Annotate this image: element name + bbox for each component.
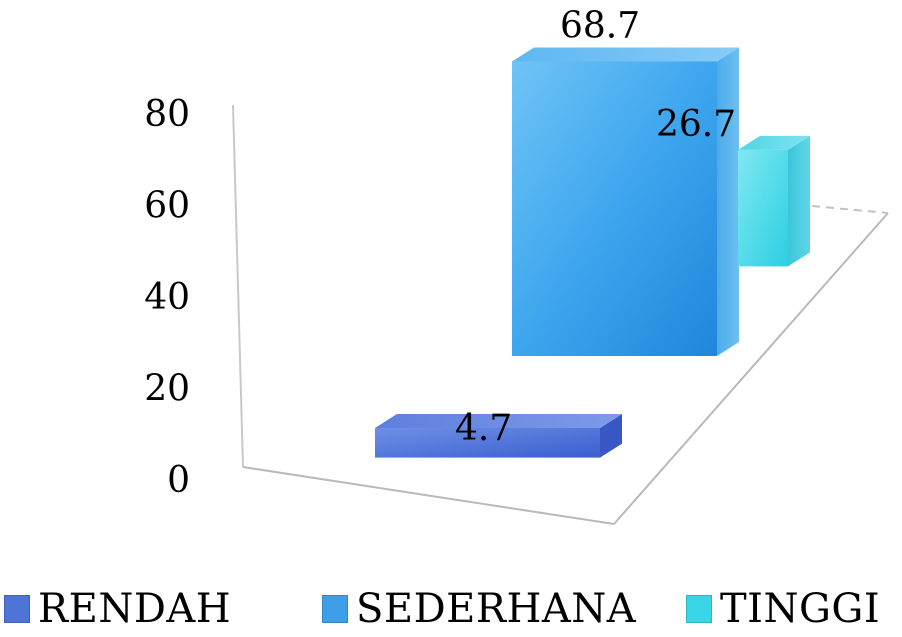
y-tick-label: 60 [144, 186, 190, 227]
legend-label-sederhana: SEDERHANA [356, 585, 637, 632]
legend-swatch-sederhana [322, 594, 348, 623]
legend-item-sederhana: SEDERHANA [322, 580, 636, 637]
data-label-tinggi: 26.7 [656, 104, 736, 145]
bar-tinggi [738, 135, 810, 267]
y-tick-label: 0 [167, 460, 190, 501]
legend-label-tinggi: TINGGI [720, 585, 881, 632]
legend-swatch-rendah [4, 594, 30, 623]
legend-label-rendah: RENDAH [38, 585, 232, 632]
data-label-sederhana: 68.7 [560, 5, 640, 46]
legend-item-tinggi: TINGGI [686, 580, 880, 637]
bar-sederhana [512, 47, 739, 357]
y-tick-label: 20 [144, 369, 190, 410]
bar-top-face [375, 414, 622, 428]
legend: RENDAH SEDERHANA TINGGI [0, 580, 902, 637]
floor-front-edge [242, 466, 615, 525]
data-label-rendah: 4.7 [455, 408, 512, 449]
legend-item-rendah: RENDAH [4, 580, 231, 637]
bar-rendah [375, 414, 622, 458]
legend-swatch-tinggi [686, 594, 712, 623]
bar-side-face [788, 135, 810, 267]
bar-top-face [738, 135, 810, 150]
y-tick-label: 80 [144, 94, 190, 135]
bars [375, 47, 810, 458]
axes [232, 104, 889, 525]
y-axis-ticks: 0 20 40 60 80 [144, 94, 190, 501]
bar-front-face [738, 149, 788, 267]
floor-right-edge [613, 212, 889, 525]
bar-front-face [512, 61, 717, 357]
y-tick-label: 40 [144, 277, 190, 318]
bar-side-face [600, 414, 622, 458]
floor-back-edge [811, 205, 889, 214]
bar-top-face [512, 47, 739, 62]
bar-front-face [375, 428, 600, 458]
y-axis-line [232, 104, 244, 468]
bar-chart-3d: 0 20 40 60 80 4.7 68.7 26.7 [144, 5, 889, 525]
bar-side-face [717, 47, 739, 357]
data-labels: 4.7 68.7 26.7 [455, 5, 736, 449]
